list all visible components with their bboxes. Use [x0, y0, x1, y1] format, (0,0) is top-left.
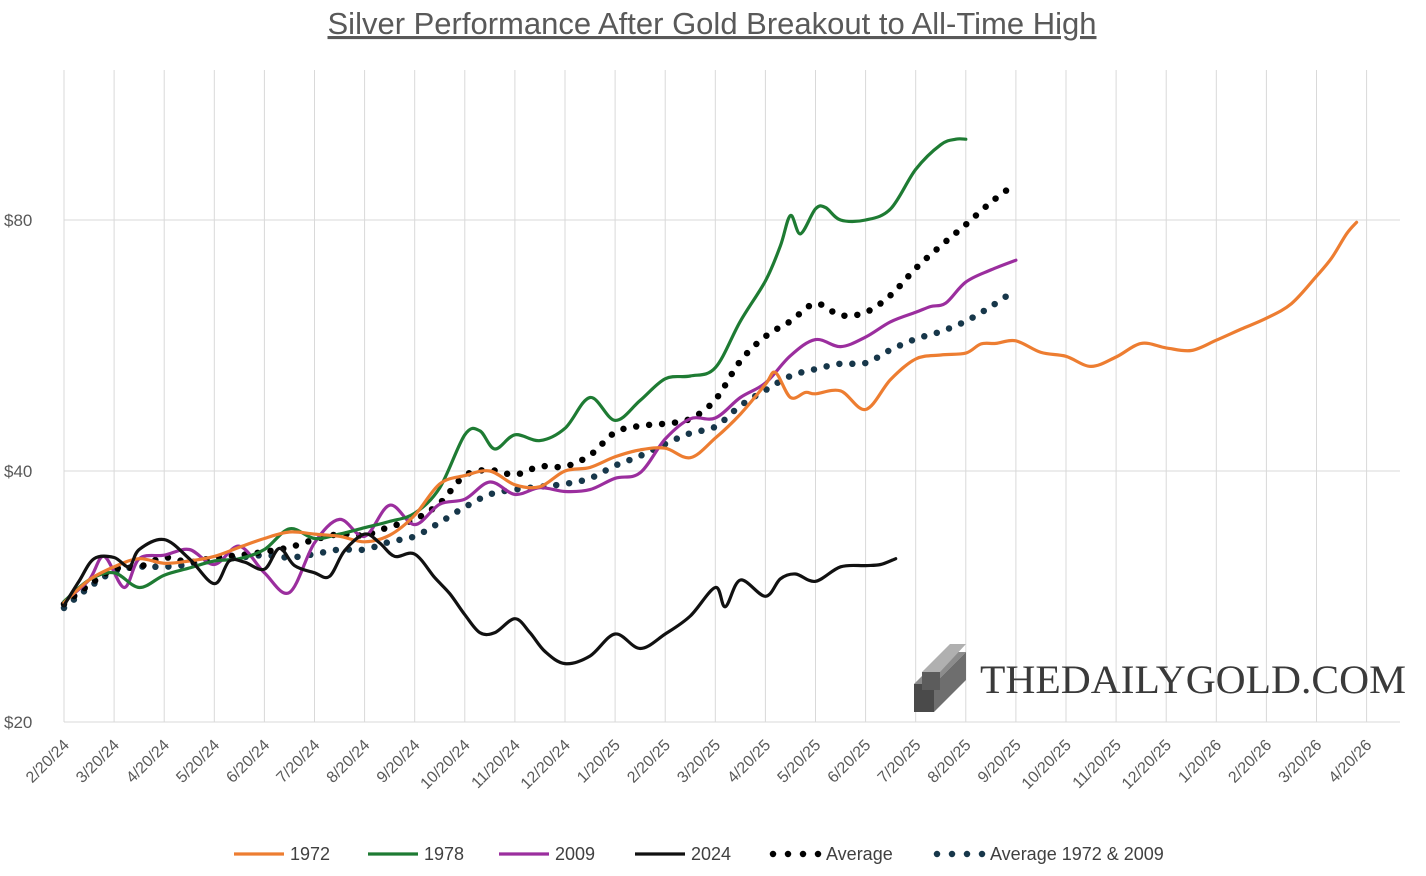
x-tick-label: 2/20/26 — [1225, 737, 1275, 787]
gold-bar-icon — [914, 644, 966, 712]
x-tick-label: 7/20/25 — [875, 737, 925, 787]
legend-label-2009: 2009 — [555, 844, 595, 864]
chart-title: Silver Performance After Gold Breakout t… — [328, 6, 1097, 41]
x-tick-label: 10/20/24 — [418, 737, 474, 793]
x-tick-label: 10/20/25 — [1019, 737, 1075, 793]
x-tick-label: 9/20/24 — [374, 737, 424, 787]
series-line-1972 — [62, 220, 1359, 605]
x-tick-label: 7/20/24 — [274, 737, 324, 787]
legend-label-average-1972-2009: Average 1972 & 2009 — [990, 844, 1164, 864]
legend-label-1972: 1972 — [290, 844, 330, 864]
x-tick-label: 6/20/25 — [825, 737, 875, 787]
x-tick-label: 5/20/24 — [173, 737, 223, 787]
x-tick-label: 1/20/26 — [1175, 737, 1225, 787]
x-axis-ticks: 2/20/24 3/20/24 4/20/24 5/20/24 6/20/24 7/20/… — [23, 737, 1375, 793]
x-tick-label: 2/20/25 — [624, 737, 674, 787]
x-tick-label: 1/20/25 — [574, 737, 624, 787]
y-tick-label: $40 — [4, 462, 32, 481]
legend-label-average: Average — [826, 844, 893, 864]
y-tick-label: $20 — [4, 713, 32, 732]
x-tick-label: 2/20/24 — [23, 737, 73, 787]
legend-label-2024: 2024 — [691, 844, 731, 864]
thedailygold-watermark: THEDAILYGOLD.COM — [914, 644, 1406, 712]
watermark-text: THEDAILYGOLD.COM — [980, 657, 1406, 702]
legend-label-1978: 1978 — [424, 844, 464, 864]
y-tick-label: $80 — [4, 211, 32, 230]
x-tick-label: 11/20/24 — [469, 737, 524, 792]
x-tick-label: 4/20/26 — [1326, 737, 1376, 787]
x-tick-label: 4/20/24 — [123, 737, 173, 787]
x-tick-label: 4/20/25 — [724, 737, 774, 787]
x-tick-label: 12/20/24 — [518, 737, 574, 793]
x-tick-label: 3/20/25 — [674, 737, 724, 787]
x-tick-label: 8/20/24 — [324, 737, 374, 787]
x-tick-label: 9/20/25 — [975, 737, 1025, 787]
series-line-2009 — [62, 258, 1018, 604]
x-tick-label: 12/20/25 — [1119, 737, 1175, 793]
horizontal-gridlines — [64, 219, 1400, 723]
x-tick-label: 8/20/25 — [925, 737, 975, 787]
x-tick-label: 3/20/24 — [73, 737, 123, 787]
x-tick-label: 5/20/25 — [775, 737, 825, 787]
y-axis-ticks: $20 $40 $80 — [4, 211, 32, 732]
x-tick-label: 11/20/25 — [1070, 737, 1125, 792]
series-line-2024 — [62, 532, 898, 666]
x-tick-label: 3/20/26 — [1276, 737, 1326, 787]
legend: 1972 1978 2009 2024 Average Average 1972 & 20… — [234, 844, 1164, 864]
series-lines — [60, 137, 1359, 666]
series-line-average — [60, 180, 1020, 608]
x-tick-label: 6/20/24 — [223, 737, 273, 787]
